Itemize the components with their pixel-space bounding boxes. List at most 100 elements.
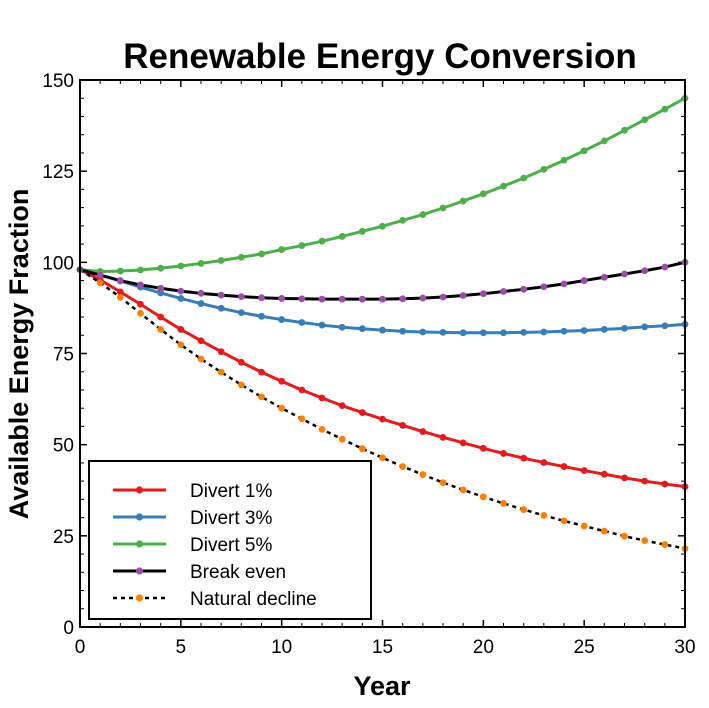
legend-item-0: Divert 1% [113,481,272,502]
data-point [540,459,548,466]
data-point [641,267,649,275]
legend-label-1: Divert 3% [190,508,272,529]
data-point [237,381,245,389]
data-point [298,319,306,326]
data-point [278,316,286,323]
data-point [318,394,326,402]
data-point [298,386,306,394]
data-point [439,328,447,336]
data-point [500,450,507,457]
data-point [600,470,608,478]
legend: Divert 1% Divert 3% Divert 5% Break even Nat… [88,460,372,620]
data-point [560,280,568,288]
data-point [399,216,407,224]
legend-label-3: Break even [190,562,286,583]
data-point [500,288,507,295]
data-point [137,309,144,317]
data-point [479,290,487,298]
data-point [600,527,608,535]
data-point [379,326,386,334]
data-point [379,415,386,423]
data-point [338,402,346,410]
plot-frame [79,79,686,628]
data-point [258,393,265,401]
data-point [197,337,205,345]
data-point [641,537,649,544]
data-point [258,368,265,376]
data-point [419,471,427,478]
data-point [661,541,669,548]
data-point [96,271,104,279]
data-point [560,517,568,525]
data-point [540,165,548,173]
data-point [258,250,265,258]
data-point [560,156,568,164]
legend-item-2: Divert 5% [113,535,272,556]
data-point [600,326,608,333]
data-point [479,493,487,501]
legend-marker-2 [135,540,144,548]
data-point [580,327,588,334]
data-point [600,273,608,281]
y-axis-label: Available Energy Fraction [4,189,34,520]
data-point [641,116,649,124]
data-point [479,190,487,198]
data-point [661,480,669,488]
legend-marker-0 [135,486,144,494]
x-tick-label-3: 15 [372,637,393,658]
data-point [419,428,427,435]
data-point [96,279,104,287]
data-point [137,266,144,274]
x-tick-label-0: 0 [75,637,86,658]
data-point [621,126,628,134]
data-point [358,409,366,416]
data-point [439,293,447,301]
data-point [439,204,447,212]
data-point [116,277,124,284]
series-layer [76,94,689,552]
legend-marker-4 [135,594,144,602]
data-point [318,295,326,303]
data-point [338,295,346,303]
series-3 [79,258,689,303]
data-point [520,174,528,182]
data-point [419,294,427,302]
data-point [379,295,386,303]
y-tick-label-3: 75 [53,345,74,366]
legend-box [88,460,372,620]
data-point [137,281,144,289]
legend-item-3: Break even [113,562,286,583]
data-point [661,105,669,113]
data-point [479,444,487,452]
data-point [338,233,346,240]
data-point [540,283,548,291]
y-tick-label-0: 0 [63,618,74,639]
data-point [217,257,225,264]
data-point [237,253,245,261]
data-point [358,227,366,235]
data-point [197,355,205,363]
data-point [298,242,306,249]
data-point [298,415,306,423]
data-point [258,294,265,302]
data-point [459,329,467,337]
data-point [116,267,124,275]
data-point [116,288,124,296]
data-point [379,222,386,230]
x-tick-label-2: 10 [271,637,292,658]
data-point [520,506,528,513]
data-point [217,348,225,356]
data-point [500,329,507,337]
data-point [459,197,467,205]
data-point [278,404,286,412]
data-point [459,439,467,447]
series-0 [79,268,689,491]
data-point [278,246,286,253]
data-point [338,435,346,443]
data-point [177,326,185,333]
data-point [237,293,245,301]
x-tick-label-5: 25 [574,637,595,658]
series-line-2 [79,96,686,273]
data-point [318,237,326,245]
data-point [298,295,306,303]
